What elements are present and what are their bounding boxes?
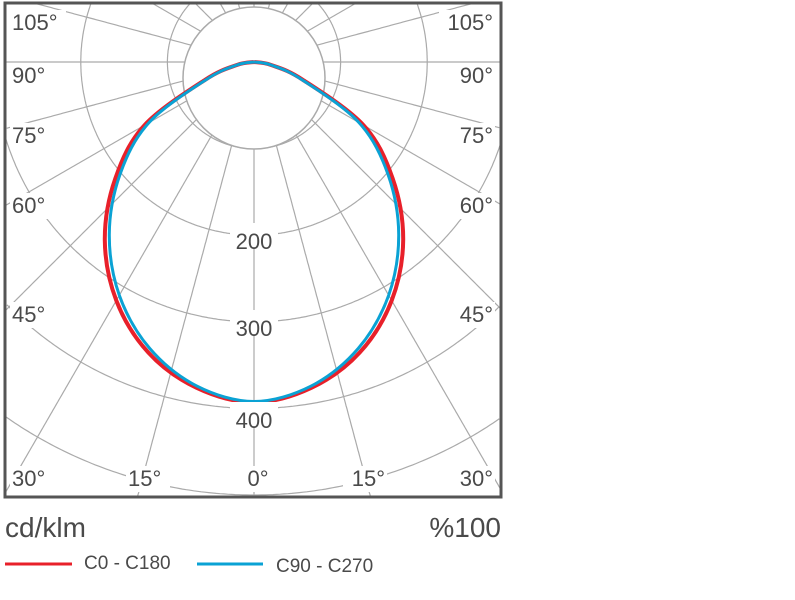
legend-label-c0-c180: C0 - C180 bbox=[84, 553, 171, 574]
angle-label-left: 15° bbox=[128, 466, 161, 491]
value-label-bg bbox=[230, 223, 278, 247]
angle-label-bg bbox=[451, 466, 495, 492]
angle-label-left: 30° bbox=[12, 466, 45, 491]
angle-label-left: 45° bbox=[12, 302, 45, 327]
radial-tick-label: 200 bbox=[236, 229, 273, 254]
series-line-c90-c270 bbox=[107, 60, 401, 404]
angle-label-bg bbox=[343, 466, 387, 492]
angle-label-bg bbox=[451, 63, 495, 89]
angle-label-right: 60° bbox=[460, 193, 493, 218]
angle-label-left: 90° bbox=[12, 63, 45, 88]
angle-label-bottom: 0° bbox=[247, 466, 268, 491]
angle-label-left: 105° bbox=[12, 10, 58, 35]
angle-label-left: 75° bbox=[12, 123, 45, 148]
angle-label-bg bbox=[10, 10, 66, 36]
angle-label-bg bbox=[10, 123, 54, 149]
legend-label-c90-c270: C90 - C270 bbox=[276, 556, 373, 577]
legend: C0 - C180 C90 - C270 bbox=[5, 553, 373, 577]
angle-label-right: 45° bbox=[460, 302, 493, 327]
angle-label-bg bbox=[244, 466, 274, 492]
value-label-bg bbox=[230, 310, 278, 334]
angle-label-right: 15° bbox=[352, 466, 385, 491]
angle-label-right: 30° bbox=[460, 466, 493, 491]
value-label-bg bbox=[230, 402, 278, 426]
angle-label-right: 105° bbox=[447, 10, 493, 35]
angle-label-bg bbox=[451, 123, 495, 149]
angle-label-right: 75° bbox=[460, 123, 493, 148]
grid-ring-100 bbox=[166, 3, 342, 150]
angle-label-bg bbox=[10, 466, 54, 492]
chart-frame bbox=[3, 1, 503, 499]
angle-label-bg bbox=[451, 193, 495, 219]
angle-label-bg bbox=[10, 302, 54, 328]
angle-label-bg bbox=[439, 10, 495, 36]
radial-tick-label: 300 bbox=[236, 316, 273, 341]
angle-label-left: 60° bbox=[12, 193, 45, 218]
grid-ring-200 bbox=[80, 3, 428, 236]
center-mask-circle bbox=[182, 6, 326, 150]
angle-label-bg bbox=[10, 63, 54, 89]
unit-label: cd/klm bbox=[5, 512, 86, 543]
angle-label-bg bbox=[10, 193, 54, 219]
scale-label: %100 bbox=[429, 512, 501, 543]
axis-labels: 200 300 400 105° 90° 75° 60° 45° 30° 15° 0° 15° 30° 4… bbox=[10, 10, 495, 492]
angle-label-bg bbox=[126, 466, 170, 492]
radial-tick-label: 400 bbox=[236, 408, 273, 433]
angle-label-right: 90° bbox=[460, 63, 493, 88]
angle-label-bg bbox=[451, 302, 495, 328]
grid-ring-400 bbox=[6, 304, 500, 409]
